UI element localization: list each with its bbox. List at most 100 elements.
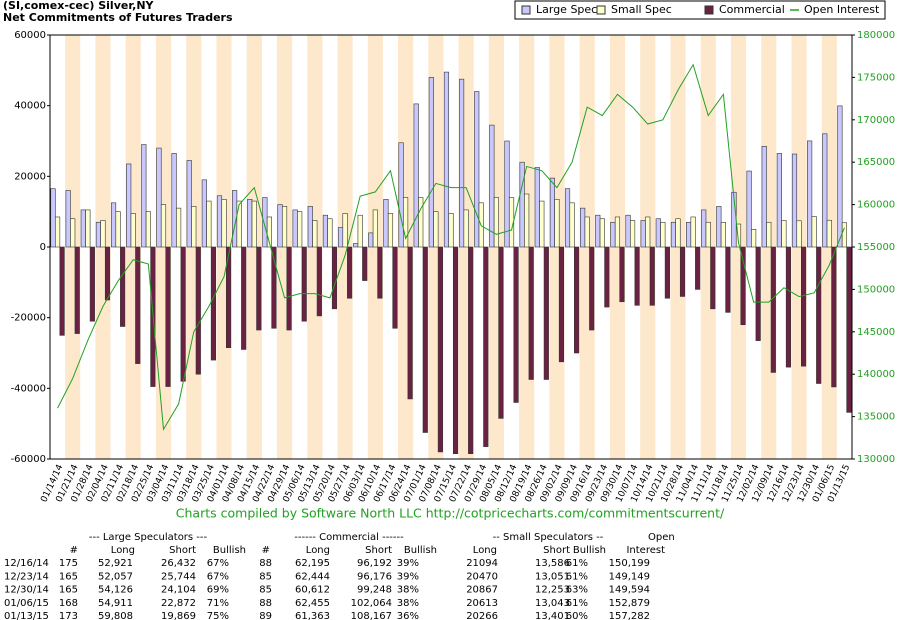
- table-cell: 36%: [397, 611, 419, 620]
- table-column-header: Interest: [626, 545, 665, 556]
- table-cell: 38%: [397, 598, 419, 609]
- y2-tick-label: 130000: [857, 454, 895, 465]
- bar: [176, 207, 182, 248]
- bar: [195, 246, 201, 375]
- table-cell: 152,879: [609, 598, 650, 609]
- legend-box: [514, 0, 886, 20]
- bar: [206, 200, 212, 248]
- table-cell: 39%: [397, 558, 419, 569]
- bar: [504, 140, 510, 248]
- bar: [801, 246, 807, 367]
- bar: [89, 246, 95, 322]
- table-cell: 99,248: [357, 585, 392, 596]
- bar: [241, 246, 247, 350]
- table-column-header: Short: [169, 545, 196, 556]
- bar: [781, 220, 787, 248]
- bar: [716, 206, 722, 248]
- bar: [452, 246, 459, 454]
- bar: [539, 200, 545, 248]
- table-cell: 63%: [566, 585, 588, 596]
- bar: [826, 219, 832, 248]
- bar: [670, 221, 677, 248]
- bar: [695, 246, 701, 290]
- bar: [791, 153, 798, 248]
- bar: [141, 144, 147, 248]
- table-column-header: Long: [111, 545, 135, 556]
- table-cell: 22,872: [161, 598, 196, 609]
- bar: [554, 199, 560, 248]
- y2-tick-label: 165000: [857, 157, 895, 168]
- table-cell: 88: [259, 598, 272, 609]
- bar: [785, 246, 792, 368]
- bar: [701, 209, 707, 248]
- table-cell: 39%: [397, 571, 419, 582]
- bar: [165, 246, 171, 387]
- bar: [418, 197, 424, 248]
- bar: [95, 221, 101, 248]
- bar: [761, 146, 767, 248]
- table-group-header: Open: [648, 532, 675, 543]
- bar: [277, 204, 283, 248]
- table-cell: 150,199: [609, 558, 650, 569]
- legend-label: Small Spec: [611, 3, 672, 16]
- bar: [322, 214, 328, 248]
- bar: [498, 246, 504, 419]
- table-cell: 67%: [207, 571, 229, 582]
- bar: [448, 213, 454, 248]
- bar: [580, 207, 586, 248]
- y-tick-label: 40000: [14, 101, 46, 112]
- table-cell: 62,195: [295, 558, 330, 569]
- bar: [347, 246, 353, 299]
- table-cell: 173: [59, 611, 78, 620]
- bar: [564, 188, 571, 248]
- table-cell: 175: [59, 558, 78, 569]
- y-tick-label: -20000: [11, 313, 46, 324]
- table-cell: 108,167: [351, 611, 392, 620]
- bar: [74, 246, 80, 334]
- bar: [413, 103, 419, 248]
- bar: [437, 246, 443, 453]
- bar: [145, 211, 151, 248]
- table-cell: 13,043: [535, 598, 570, 609]
- open-interest-line: [57, 63, 845, 431]
- legend-label: Commercial: [719, 3, 785, 16]
- y2-tick-label: 135000: [857, 412, 895, 423]
- y2-tick-label: 175000: [857, 72, 895, 83]
- bar: [65, 190, 71, 248]
- table-cell: 96,192: [357, 558, 392, 569]
- bar: [387, 213, 394, 248]
- bar: [221, 199, 227, 248]
- bar: [675, 218, 681, 248]
- bar: [297, 211, 303, 248]
- bar: [368, 232, 374, 248]
- table-cell: 13,051: [535, 571, 570, 582]
- bar: [751, 229, 757, 248]
- bar: [331, 246, 338, 310]
- table-cell: 25,744: [161, 571, 196, 582]
- bar: [377, 246, 383, 299]
- bar: [796, 220, 802, 248]
- bar: [312, 220, 318, 248]
- bar: [640, 220, 646, 248]
- bar: [755, 246, 761, 341]
- bar: [493, 197, 499, 248]
- bar: [584, 216, 590, 248]
- table-cell: 54,126: [98, 585, 133, 596]
- bar: [816, 246, 822, 384]
- bar: [327, 218, 333, 248]
- bar: [171, 153, 177, 248]
- bar: [513, 246, 519, 403]
- legend-swatch: [596, 5, 606, 15]
- bar: [841, 222, 848, 248]
- bar: [337, 227, 344, 248]
- bar: [407, 246, 413, 400]
- bar: [362, 246, 368, 281]
- table-cell: 52,921: [98, 558, 133, 569]
- bar: [357, 214, 363, 248]
- bar: [483, 246, 489, 447]
- bar: [534, 167, 540, 248]
- bar: [422, 246, 428, 433]
- table-cell: 61%: [566, 558, 588, 569]
- bar: [85, 209, 91, 248]
